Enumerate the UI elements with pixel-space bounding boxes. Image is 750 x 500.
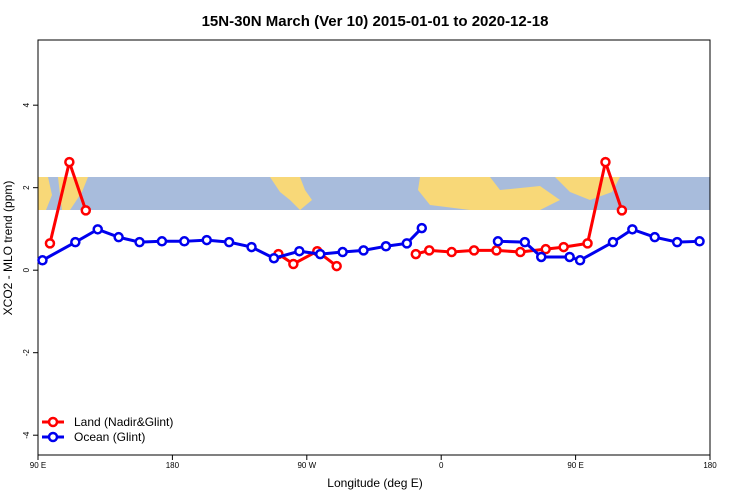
point [649, 231, 660, 243]
point [616, 205, 628, 216]
point [80, 205, 92, 216]
point [515, 246, 526, 258]
point [64, 156, 75, 168]
point [294, 245, 305, 257]
y-tick-label: -2 [22, 349, 31, 357]
legend: Land (Nadir&Glint)Ocean (Glint) [42, 415, 173, 444]
y-tick-label: 0 [22, 267, 31, 272]
y-tick-label: 2 [22, 185, 31, 190]
legend-marker [47, 416, 59, 428]
point [536, 251, 547, 263]
point [446, 246, 457, 258]
x-axis-label: Longitude (deg E) [327, 476, 422, 490]
point [134, 236, 145, 248]
x-tick-label: 90 W [297, 461, 316, 470]
point [671, 236, 683, 248]
point [223, 236, 235, 248]
point [37, 255, 48, 266]
point [201, 234, 212, 246]
point [564, 251, 575, 263]
point [179, 236, 190, 247]
point [92, 224, 103, 235]
point [268, 252, 280, 264]
point [574, 255, 586, 266]
point [424, 245, 435, 256]
point [627, 224, 638, 235]
x-tick-label: 180 [703, 461, 717, 470]
legend-label: Ocean (Glint) [74, 430, 145, 444]
map-band [38, 177, 710, 210]
point [410, 248, 422, 260]
legend-label: Land (Nadir&Glint) [74, 415, 173, 429]
point [331, 260, 342, 272]
point [380, 241, 392, 252]
point [44, 238, 56, 249]
point [288, 258, 299, 270]
point [337, 246, 348, 258]
y-axis-label: XCO2 - MLO trend (ppm) [1, 181, 15, 316]
point [492, 236, 504, 247]
point [519, 236, 531, 248]
y-tick-label: -4 [22, 431, 31, 439]
point [558, 241, 569, 253]
x-tick-label: 90 E [30, 461, 46, 470]
point [416, 222, 428, 234]
point [607, 236, 619, 248]
point [694, 236, 705, 247]
point [401, 238, 413, 249]
x-tick-label: 90 E [567, 461, 583, 470]
point [156, 236, 168, 247]
point [314, 248, 326, 260]
point [246, 241, 257, 253]
legend-marker [47, 431, 59, 443]
x-tick-label: 0 [439, 461, 444, 470]
point [540, 243, 551, 255]
point [491, 245, 502, 256]
y-tick-label: 4 [22, 102, 31, 107]
point [358, 245, 369, 256]
point [468, 245, 480, 256]
point [70, 236, 81, 248]
x-tick-label: 180 [166, 461, 180, 470]
point [600, 156, 611, 168]
point [582, 238, 593, 249]
chart-title: 15N-30N March (Ver 10) 2015-01-01 to 202… [202, 13, 549, 30]
point [113, 231, 124, 243]
plot-frame [37, 39, 711, 456]
